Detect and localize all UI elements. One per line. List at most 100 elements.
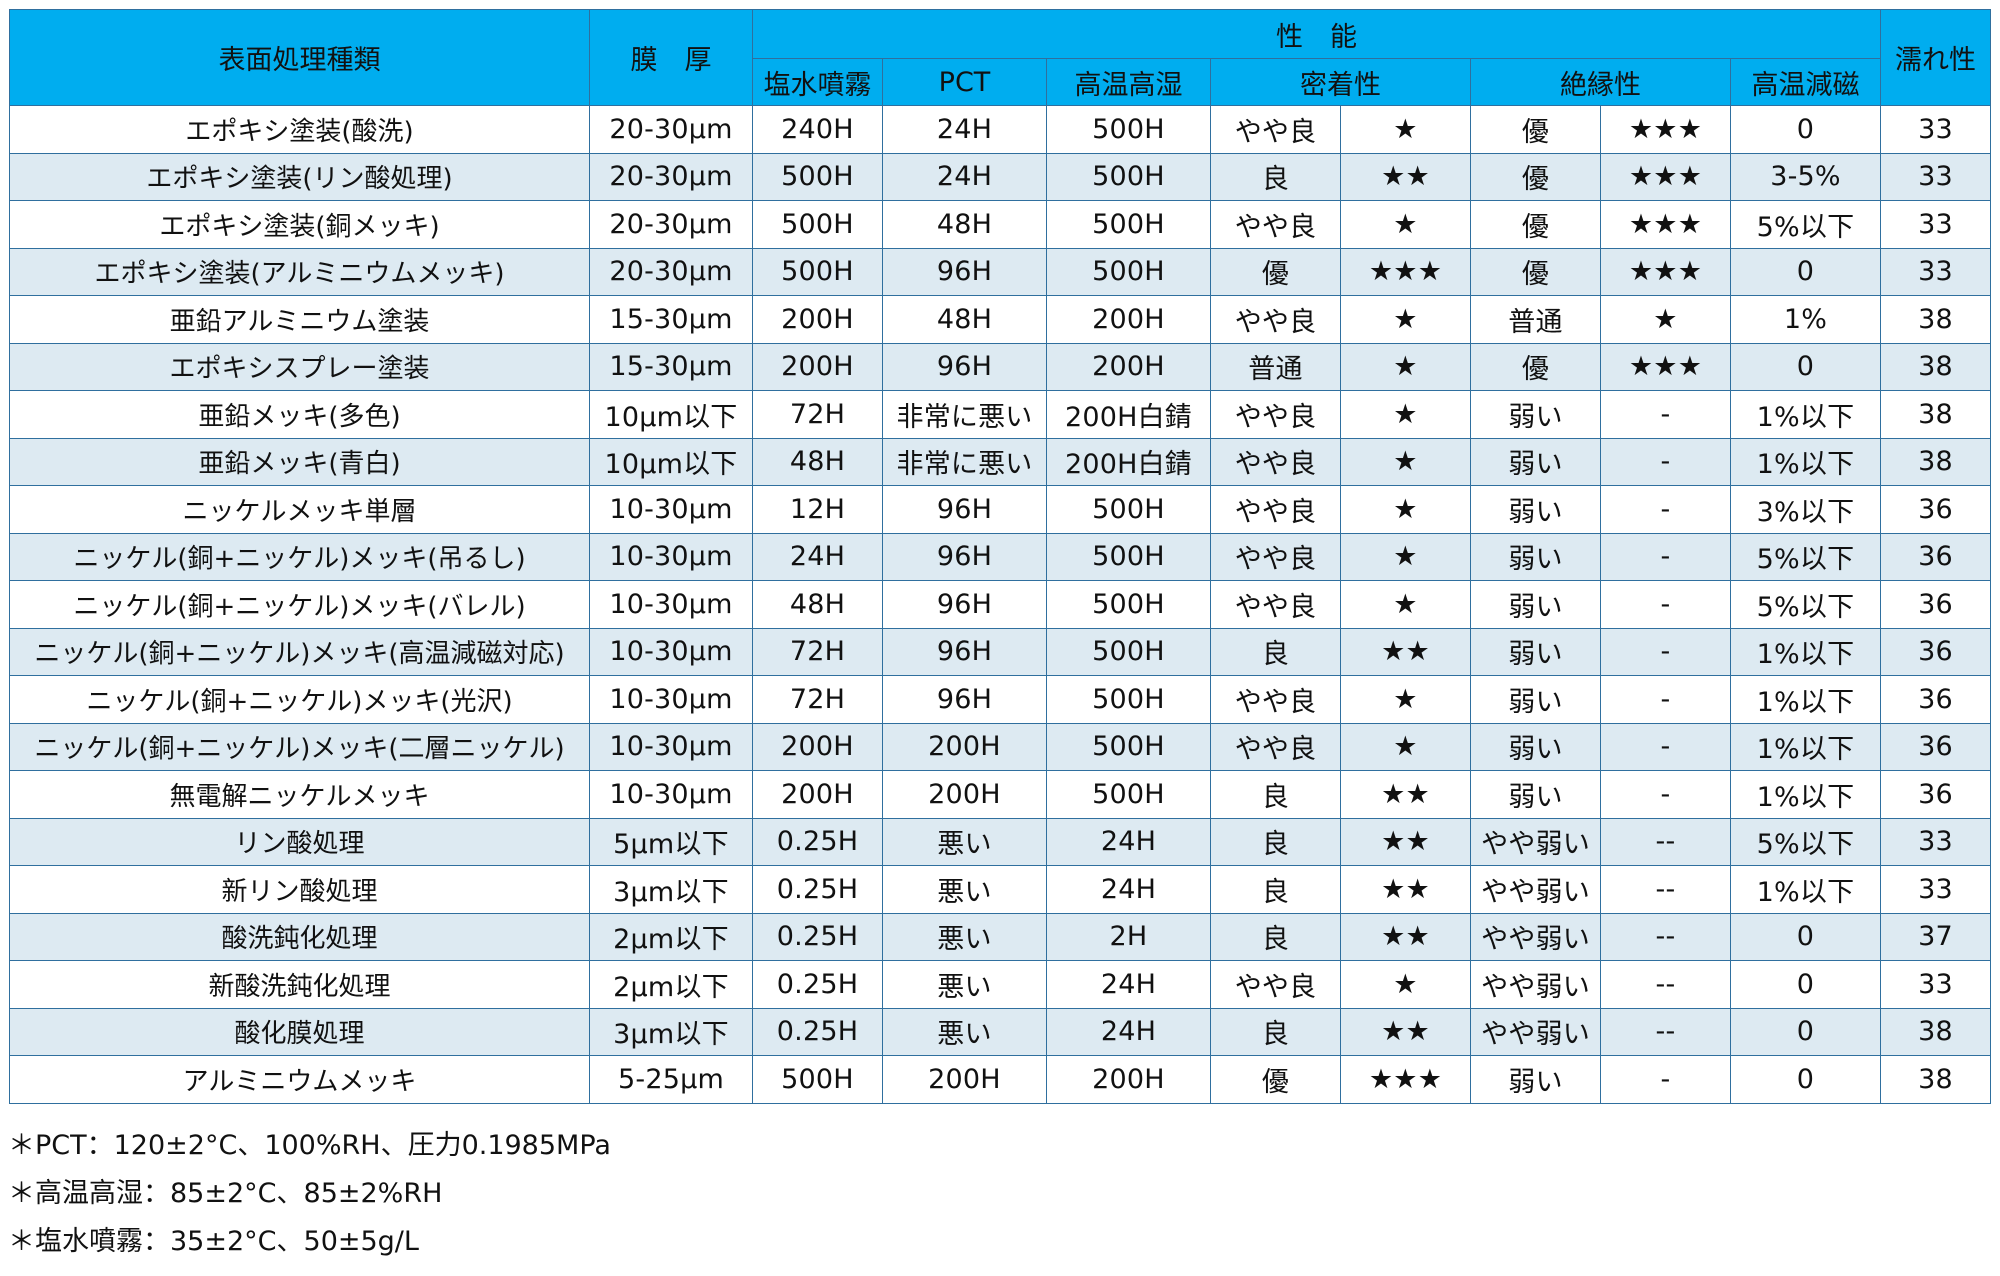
cell-adhesion: 良 — [1210, 770, 1341, 819]
cell-demagnetization: 1%以下 — [1730, 437, 1881, 486]
cell-high-temp-humidity: 24H — [1046, 1007, 1211, 1056]
cell-adhesion: 良 — [1210, 627, 1341, 676]
cell-wettability: 33 — [1880, 152, 1991, 201]
cell-adhesion-rating: ★ — [1340, 675, 1471, 724]
cell-treatment-name: 新リン酸処理 — [9, 865, 590, 914]
cell-treatment-name: ニッケル(銅+ニッケル)メッキ(光沢) — [9, 675, 590, 724]
cell-treatment-name: ニッケル(銅+ニッケル)メッキ(高温減磁対応) — [9, 627, 590, 676]
cell-wettability: 38 — [1880, 1055, 1991, 1104]
cell-insulation-rating: - — [1600, 390, 1731, 439]
cell-salt-spray: 0.25H — [752, 865, 883, 914]
cell-salt-spray: 0.25H — [752, 1007, 883, 1056]
cell-insulation-rating: ★★★ — [1600, 200, 1731, 249]
cell-treatment-name: エポキシスプレー塗装 — [9, 342, 590, 391]
cell-pct: 96H — [882, 580, 1047, 629]
cell-high-temp-humidity: 200H — [1046, 295, 1211, 344]
cell-wettability: 36 — [1880, 485, 1991, 534]
cell-insulation: 優 — [1470, 247, 1601, 296]
cell-demagnetization: 1%以下 — [1730, 770, 1881, 819]
cell-insulation-rating: -- — [1600, 865, 1731, 914]
cell-wettability: 36 — [1880, 627, 1991, 676]
cell-high-temp-humidity: 24H — [1046, 817, 1211, 866]
cell-adhesion: 良 — [1210, 817, 1341, 866]
cell-insulation: やや弱い — [1470, 865, 1601, 914]
table-row: エポキシ塗装(リン酸処理) 20-30μm 500H 24H 500H 良 ★★ 優 ★★★ 3-… — [9, 152, 1991, 201]
cell-pct: 悪い — [882, 1007, 1047, 1056]
table-row: エポキシ塗装(酸洗) 20-30μm 240H 24H 500H やや良 ★ 優 ★★★ 0 33 — [9, 105, 1991, 154]
cell-adhesion-rating: ★ — [1340, 722, 1471, 771]
cell-thickness: 20-30μm — [589, 200, 753, 249]
cell-treatment-name: ニッケル(銅+ニッケル)メッキ(吊るし) — [9, 532, 590, 581]
cell-high-temp-humidity: 500H — [1046, 247, 1211, 296]
cell-insulation: 弱い — [1470, 437, 1601, 486]
cell-wettability: 33 — [1880, 247, 1991, 296]
cell-pct: 200H — [882, 770, 1047, 819]
cell-adhesion-rating: ★ — [1340, 105, 1471, 154]
cell-pct: 48H — [882, 295, 1047, 344]
cell-adhesion-rating: ★★ — [1340, 1007, 1471, 1056]
cell-insulation-rating: - — [1600, 1055, 1731, 1104]
cell-treatment-name: リン酸処理 — [9, 817, 590, 866]
cell-adhesion: やや良 — [1210, 437, 1341, 486]
cell-thickness: 3μm以下 — [589, 1007, 753, 1056]
cell-demagnetization: 1%以下 — [1730, 390, 1881, 439]
cell-demagnetization: 0 — [1730, 247, 1881, 296]
cell-insulation: 弱い — [1470, 580, 1601, 629]
cell-adhesion-rating: ★★ — [1340, 152, 1471, 201]
cell-insulation: 優 — [1470, 105, 1601, 154]
cell-wettability: 38 — [1880, 1007, 1991, 1056]
table-header: 表面処理種類 膜 厚 性 能 濡れ性 塩水噴霧 PCT 高温高湿 密着性 絶縁性… — [9, 9, 1991, 106]
cell-thickness: 5-25μm — [589, 1055, 753, 1104]
cell-high-temp-humidity: 200H白錆 — [1046, 390, 1211, 439]
cell-adhesion-rating: ★ — [1340, 580, 1471, 629]
cell-demagnetization: 0 — [1730, 1007, 1881, 1056]
cell-adhesion-rating: ★ — [1340, 390, 1471, 439]
cell-thickness: 10-30μm — [589, 770, 753, 819]
cell-wettability: 33 — [1880, 960, 1991, 1009]
table-row: 新リン酸処理 3μm以下 0.25H 悪い 24H 良 ★★ やや弱い -- 1%以下 33 — [9, 865, 1991, 914]
cell-wettability: 33 — [1880, 105, 1991, 154]
cell-adhesion: 良 — [1210, 1007, 1341, 1056]
header-thickness: 膜 厚 — [589, 9, 753, 106]
cell-thickness: 10-30μm — [589, 580, 753, 629]
cell-high-temp-humidity: 200H白錆 — [1046, 437, 1211, 486]
cell-high-temp-humidity: 500H — [1046, 485, 1211, 534]
cell-insulation-rating: ★★★ — [1600, 342, 1731, 391]
cell-treatment-name: 新酸洗鈍化処理 — [9, 960, 590, 1009]
cell-pct: 非常に悪い — [882, 390, 1047, 439]
cell-thickness: 10μm以下 — [589, 437, 753, 486]
cell-demagnetization: 0 — [1730, 912, 1881, 961]
cell-adhesion-rating: ★★ — [1340, 627, 1471, 676]
cell-pct: 96H — [882, 485, 1047, 534]
cell-adhesion: やや良 — [1210, 295, 1341, 344]
table-row: リン酸処理 5μm以下 0.25H 悪い 24H 良 ★★ やや弱い -- 5%以下 33 — [9, 817, 1991, 866]
cell-insulation-rating: - — [1600, 437, 1731, 486]
table-row: ニッケル(銅+ニッケル)メッキ(高温減磁対応) 10-30μm 72H 96H 500H… — [9, 627, 1991, 676]
cell-insulation-rating: ★★★ — [1600, 152, 1731, 201]
cell-treatment-name: 酸洗鈍化処理 — [9, 912, 590, 961]
header-insulation: 絶縁性 — [1470, 58, 1731, 106]
cell-insulation-rating: ★ — [1600, 295, 1731, 344]
cell-high-temp-humidity: 24H — [1046, 865, 1211, 914]
cell-insulation-rating: - — [1600, 485, 1731, 534]
cell-thickness: 10μm以下 — [589, 390, 753, 439]
table-row: ニッケル(銅+ニッケル)メッキ(吊るし) 10-30μm 24H 96H 500H やや良… — [9, 532, 1991, 581]
cell-wettability: 33 — [1880, 865, 1991, 914]
cell-adhesion-rating: ★ — [1340, 485, 1471, 534]
cell-thickness: 10-30μm — [589, 627, 753, 676]
cell-thickness: 20-30μm — [589, 152, 753, 201]
cell-insulation-rating: - — [1600, 722, 1731, 771]
cell-wettability: 36 — [1880, 722, 1991, 771]
cell-adhesion: やや良 — [1210, 532, 1341, 581]
cell-adhesion-rating: ★ — [1340, 342, 1471, 391]
cell-salt-spray: 72H — [752, 390, 883, 439]
cell-treatment-name: 亜鉛アルミニウム塗装 — [9, 295, 590, 344]
table-row: アルミニウムメッキ 5-25μm 500H 200H 200H 優 ★★★ 弱い -0 38 — [9, 1055, 1991, 1104]
cell-wettability: 38 — [1880, 295, 1991, 344]
surface-treatment-table: 表面処理種類 膜 厚 性 能 濡れ性 塩水噴霧 PCT 高温高湿 密着性 絶縁性… — [9, 9, 1991, 1104]
cell-insulation-rating: - — [1600, 627, 1731, 676]
cell-insulation: 弱い — [1470, 390, 1601, 439]
cell-salt-spray: 500H — [752, 152, 883, 201]
cell-treatment-name: エポキシ塗装(リン酸処理) — [9, 152, 590, 201]
cell-insulation-rating: ★★★ — [1600, 247, 1731, 296]
